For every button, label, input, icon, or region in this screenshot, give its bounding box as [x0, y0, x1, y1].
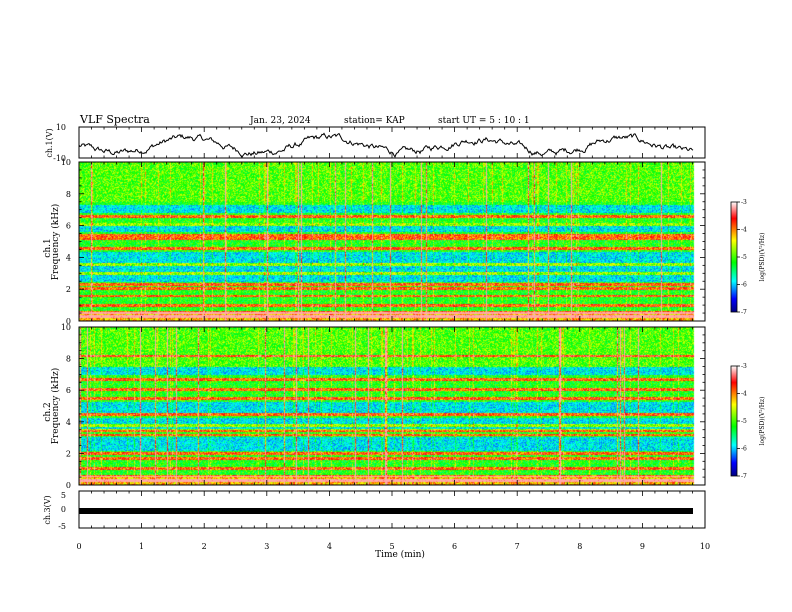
- time-tick-label: 4: [327, 542, 332, 551]
- ch3-ytick-top: 5: [61, 491, 66, 500]
- frequency-tick-label: 6: [66, 386, 71, 395]
- ch1-ytick-top: 10: [56, 123, 66, 132]
- frequency-tick-label: 10: [61, 323, 71, 332]
- time-axis-label: Time (min): [375, 549, 425, 560]
- ch1-colorbar: -3 -4 -5 -6 -7 log(PSD)(V²/Hz): [730, 199, 766, 316]
- ch2-spectrogram-yticks: 0 2 4 6 8 10: [61, 323, 705, 490]
- frequency-tick-label: 10: [61, 158, 71, 167]
- time-tick-label: 1: [139, 542, 144, 551]
- ch1-voltage-ticks: [78, 127, 706, 158]
- frequency-tick-label: 8: [66, 190, 71, 199]
- ch2-channel-label: ch.2: [43, 402, 53, 421]
- colorbar-tick-label: -7: [741, 309, 747, 316]
- ch2-colorbar-ticks: -3 -4 -5 -6 -7: [737, 363, 747, 480]
- frequency-tick-label: 8: [66, 355, 71, 364]
- time-tick-label: 10: [700, 542, 710, 551]
- colorbar-tick-label: -4: [741, 391, 747, 398]
- ch3-ytick-mid: 0: [61, 505, 66, 514]
- ch1-voltage-ylabel: ch.1(V): [45, 128, 54, 157]
- frequency-tick-label: 6: [66, 222, 71, 231]
- ch1-ytick-bottom: -10: [53, 154, 66, 163]
- ch2-colorbar-label: log(PSD)(V²/Hz): [759, 397, 766, 446]
- ch2-spectrogram-panel: 0 2 4 6 8 10 ch.2 Frequency (kHz) -3 -4 -5 -6 -7 …: [43, 323, 766, 490]
- start-time-label: start UT = 5 : 10 : 1: [438, 116, 530, 126]
- ch1-spectrogram-yticks: 0 2 4 6 8 10: [61, 158, 705, 326]
- ch1-colorbar-bar: [730, 201, 738, 313]
- colorbar-tick-label: -5: [741, 418, 747, 425]
- time-tick-label: 3: [264, 542, 269, 551]
- frequency-tick-label: 2: [66, 449, 71, 458]
- colorbar-tick-label: -5: [741, 254, 747, 261]
- time-tick-label: 2: [202, 542, 207, 551]
- colorbar-tick-label: -3: [741, 199, 747, 206]
- time-tick-label: 8: [577, 542, 582, 551]
- colorbar-tick-label: -3: [741, 363, 747, 370]
- ch1-spectrogram-image: [79, 162, 705, 321]
- time-axis-tick-labels: 0 1 2 3 4 5 6 7 8 9 10: [76, 542, 710, 551]
- ch1-frequency-ylabel: Frequency (kHz): [50, 204, 61, 281]
- colorbar-tick-label: -6: [741, 446, 747, 453]
- ch2-colorbar: -3 -4 -5 -6 -7 log(PSD)(V²/Hz): [730, 363, 766, 480]
- time-tick-label: 6: [452, 542, 457, 551]
- ch2-spectrogram-ticks: [78, 327, 706, 485]
- ch1-spectrogram-panel: 0 2 4 6 8 10 ch.1 Frequency (kHz) -3 -4 -5 -6 -7 …: [43, 158, 766, 326]
- ch1-colorbar-label: log(PSD)(V²/Hz): [759, 233, 766, 282]
- ch2-frequency-ylabel: Frequency (kHz): [50, 368, 61, 445]
- date-label: Jan. 23, 2024: [249, 116, 311, 126]
- time-tick-label: 9: [640, 542, 645, 551]
- ch3-voltage-panel: 5 0 -5 ch.3(V): [43, 490, 706, 531]
- station-label: station= KAP: [344, 116, 405, 126]
- ch2-colorbar-bar: [730, 365, 738, 477]
- time-tick-label: 0: [76, 542, 81, 551]
- colorbar-tick-label: -6: [741, 282, 747, 289]
- frequency-tick-label: 4: [66, 253, 71, 262]
- ch1-voltage-trace: [78, 132, 694, 159]
- frequency-tick-label: 2: [66, 285, 71, 294]
- ch1-voltage-panel: 10 -10 ch.1(V): [45, 123, 706, 163]
- ch3-voltage-ylabel: ch.3(V): [43, 495, 52, 524]
- frequency-tick-label: 0: [66, 481, 71, 490]
- frequency-tick-label: 0: [66, 317, 71, 326]
- ch1-channel-label: ch.1: [43, 238, 53, 257]
- frequency-tick-label: 4: [66, 418, 71, 427]
- ch3-voltage-ticks: [78, 491, 706, 528]
- colorbar-tick-label: -4: [741, 227, 747, 234]
- time-tick-label: 7: [515, 542, 520, 551]
- ch2-spectrogram-image: [79, 327, 705, 485]
- time-tick-label: 5: [389, 542, 394, 551]
- colorbar-tick-label: -7: [741, 473, 747, 480]
- ch1-colorbar-ticks: -3 -4 -5 -6 -7: [737, 199, 747, 316]
- ch1-spectrogram-ticks: [78, 162, 706, 321]
- figure-title: VLF Spectra: [79, 113, 150, 126]
- ch3-voltage-trace: [79, 508, 693, 514]
- ch3-ytick-bottom: -5: [58, 522, 66, 531]
